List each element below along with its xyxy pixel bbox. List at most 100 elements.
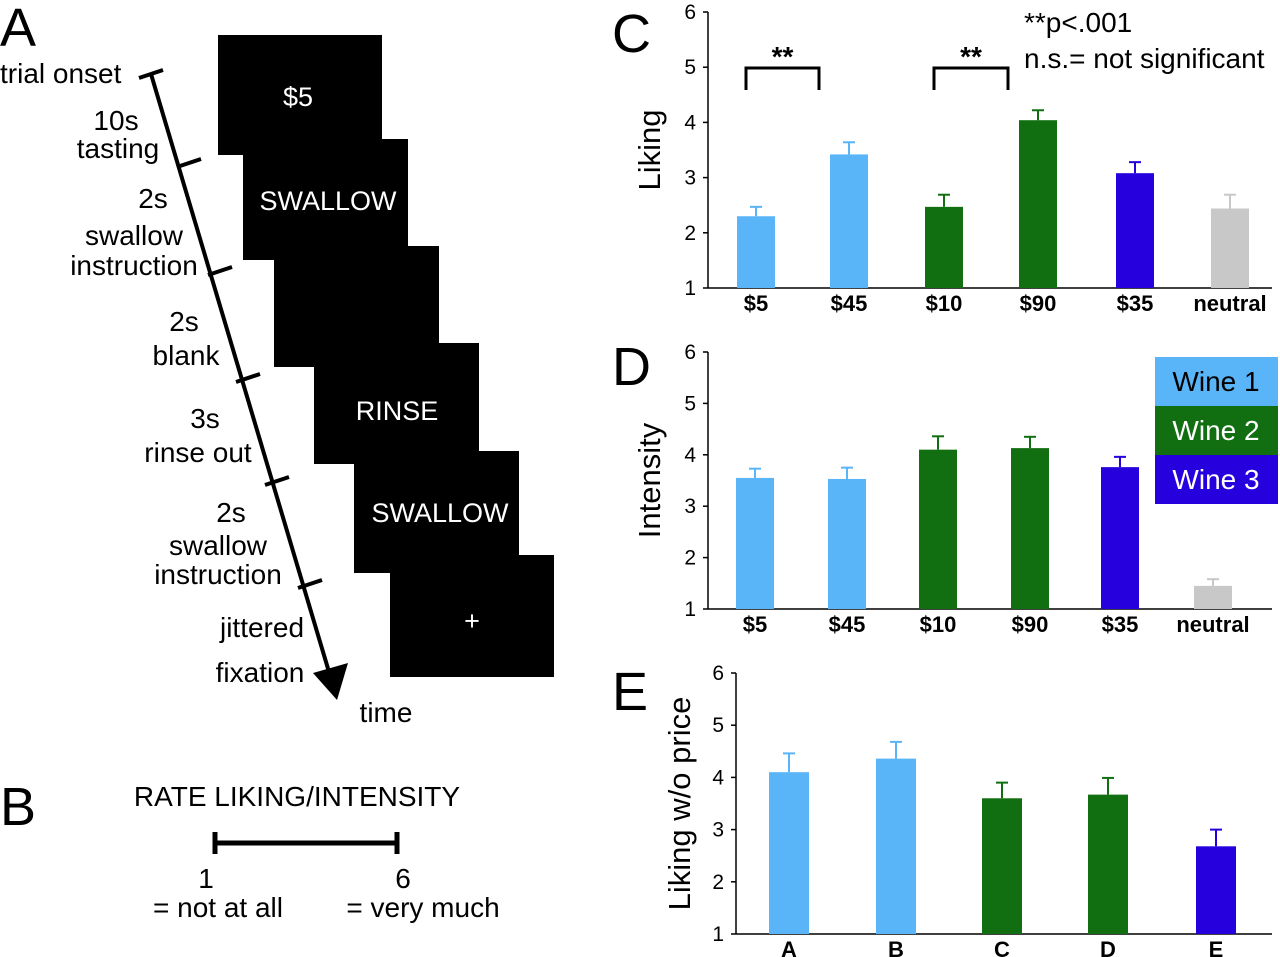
- y-tick-label: 6: [684, 1, 696, 24]
- bar: [1011, 448, 1049, 609]
- y-tick-label: 3: [684, 167, 696, 190]
- category-label: $10: [920, 612, 957, 637]
- label-blank: blank: [153, 340, 221, 371]
- timeline-tick: [297, 578, 323, 590]
- rating-title: RATE LIKING/INTENSITY: [134, 781, 461, 812]
- bar: [830, 154, 868, 288]
- category-label: $5: [744, 291, 768, 316]
- bar: [769, 772, 809, 934]
- screen-rinse: [314, 343, 479, 464]
- label-trial-onset: trial onset: [0, 58, 122, 89]
- legend: Wine 1 Wine 2 Wine 3: [1155, 357, 1278, 504]
- y-tick-label: 5: [712, 714, 724, 737]
- bar: [1196, 846, 1236, 934]
- screen-fixation: [390, 555, 554, 677]
- screen-swallow-2: [354, 451, 519, 573]
- category-label: $10: [926, 291, 963, 316]
- category-label: $35: [1102, 612, 1139, 637]
- y-axis-label: Intensity: [632, 422, 667, 538]
- screen-text-price: $5: [283, 82, 313, 112]
- timeline-tick: [235, 372, 261, 384]
- liking-chart: 1 2 3 4 5 6 Liking $5 $45 $10 $90 $35 neutral ** **: [632, 1, 1272, 316]
- panel-letter-a: A: [0, 0, 36, 58]
- y-tick-label: 4: [684, 111, 696, 134]
- timeline-tick: [176, 157, 202, 169]
- legend-swatch-wine-3: [1155, 455, 1278, 504]
- timeline-axis: [149, 73, 331, 673]
- screen-price: [218, 35, 382, 155]
- category-label: $45: [829, 612, 866, 637]
- rating-scale: RATE LIKING/INTENSITY 1 = not at all 6 =…: [134, 781, 500, 923]
- category-label: $45: [831, 291, 868, 316]
- screen-text-swallow-1: SWALLOW: [259, 186, 397, 216]
- bar: [1211, 208, 1249, 288]
- legend-label-wine-1: Wine 1: [1172, 366, 1259, 397]
- y-tick-label: 2: [684, 547, 696, 570]
- significance-stars: **: [960, 41, 982, 72]
- timeline-tick: [207, 265, 233, 277]
- label-2s-b: 2s: [169, 306, 199, 337]
- legend-label-wine-2: Wine 2: [1172, 415, 1259, 446]
- rating-high-value: 6: [395, 863, 411, 894]
- category-label: D: [1100, 937, 1116, 957]
- screen-text-swallow-2: SWALLOW: [371, 498, 509, 528]
- trial-screens: $5 SWALLOW RINSE SWALLOW +: [218, 35, 554, 677]
- label-instruction-b: instruction: [154, 559, 282, 590]
- bar: [1194, 585, 1232, 609]
- category-label: $90: [1020, 291, 1057, 316]
- label-swallow-a: swallow: [85, 220, 184, 251]
- screen-text-fixation: +: [464, 606, 480, 636]
- significance-stars: **: [772, 41, 794, 72]
- bar: [925, 206, 963, 288]
- ns-note: n.s.= not significant: [1024, 43, 1265, 74]
- y-tick-label: 5: [684, 56, 696, 79]
- panel-letter-d: D: [612, 337, 651, 397]
- bar: [828, 478, 866, 609]
- category-label: $90: [1012, 612, 1049, 637]
- rating-low-desc: = not at all: [153, 892, 283, 923]
- label-instruction-a: instruction: [70, 250, 198, 281]
- y-tick-label: 1: [712, 923, 724, 946]
- bar: [919, 449, 957, 609]
- screen-text-rinse: RINSE: [356, 396, 439, 426]
- p-value-note: **p<.001: [1024, 7, 1132, 38]
- y-tick-label: 1: [684, 598, 696, 621]
- label-fixation: fixation: [216, 657, 305, 688]
- label-tasting: tasting: [77, 133, 160, 164]
- bar: [1019, 120, 1057, 288]
- category-label: E: [1209, 937, 1224, 957]
- liking-without-price-chart: 1 2 3 4 5 6 Liking w/o price A B C D E: [662, 662, 1272, 957]
- bar: [1101, 467, 1139, 609]
- label-time: time: [360, 697, 413, 728]
- panel-letter-e: E: [612, 662, 648, 722]
- bar: [982, 798, 1022, 934]
- legend-swatch-wine-1: [1155, 357, 1278, 406]
- rating-high-desc: = very much: [346, 892, 499, 923]
- category-label: A: [781, 937, 797, 957]
- bar: [737, 216, 775, 288]
- label-jittered: jittered: [219, 612, 304, 643]
- y-axis-label: Liking w/o price: [662, 697, 697, 911]
- rating-low-value: 1: [198, 863, 214, 894]
- y-tick-label: 3: [684, 495, 696, 518]
- y-axis-label: Liking: [632, 110, 667, 191]
- y-tick-label: 4: [684, 444, 696, 467]
- legend-swatch-wine-2: [1155, 406, 1278, 455]
- category-label: neutral: [1176, 612, 1249, 637]
- label-2s-c: 2s: [216, 497, 246, 528]
- y-tick-label: 5: [684, 392, 696, 415]
- label-3s: 3s: [190, 403, 220, 434]
- y-tick-label: 6: [684, 341, 696, 364]
- category-label: neutral: [1193, 291, 1266, 316]
- bar: [876, 758, 916, 934]
- y-tick-label: 3: [712, 819, 724, 842]
- y-tick-label: 2: [712, 871, 724, 894]
- y-tick-label: 6: [712, 662, 724, 685]
- bar: [1088, 794, 1128, 934]
- significance-note: **p<.001 n.s.= not significant: [1024, 7, 1265, 74]
- intensity-chart: 1 2 3 4 5 6 Intensity $5 $45 $10 $90 $35 neutral: [632, 341, 1272, 637]
- label-rinse-out: rinse out: [144, 437, 252, 468]
- significance-bracket: [932, 66, 1010, 90]
- y-tick-label: 4: [712, 766, 724, 789]
